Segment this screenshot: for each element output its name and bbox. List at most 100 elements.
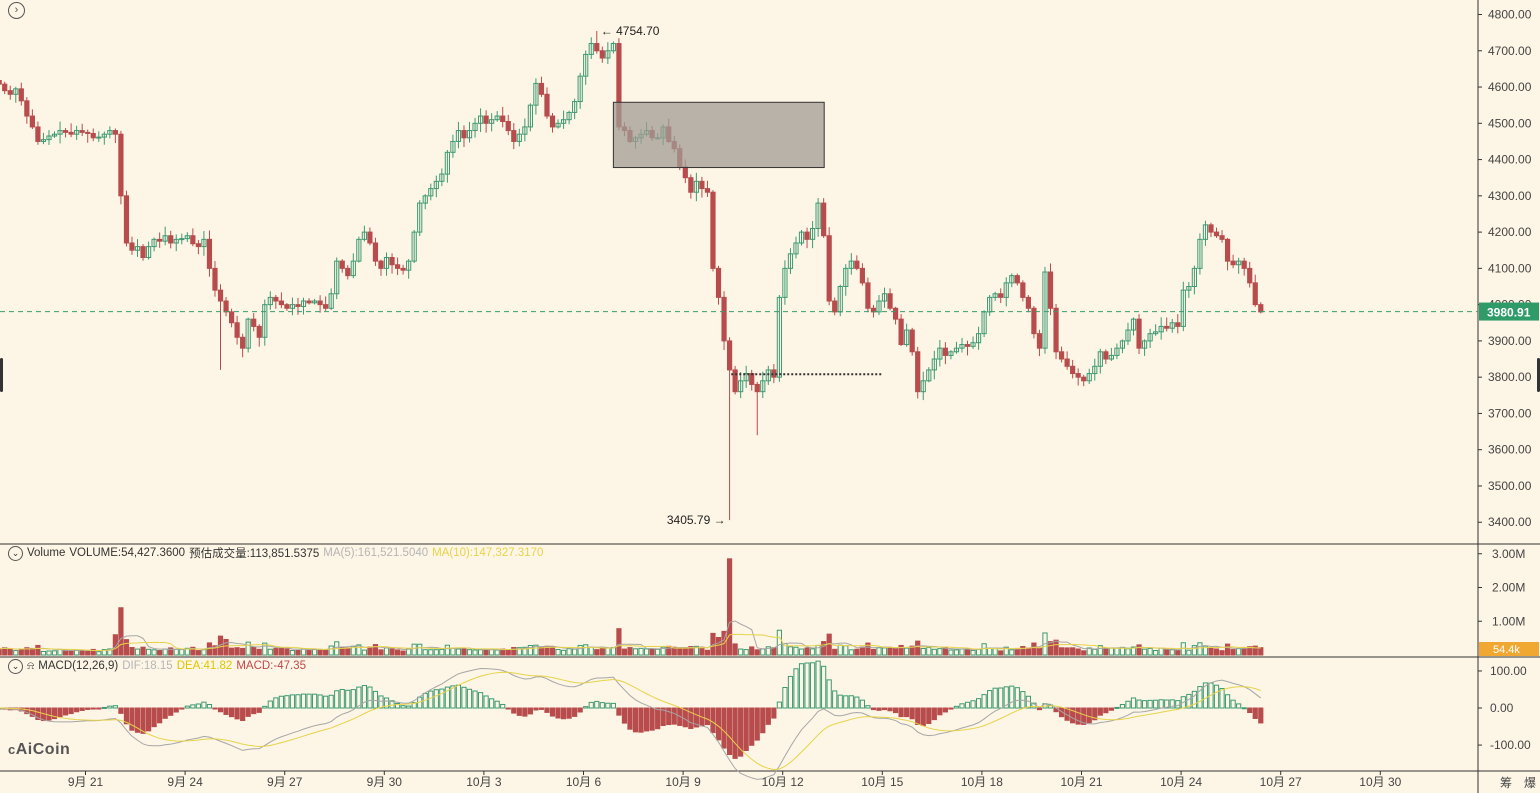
macd-bar-negative <box>151 707 157 728</box>
macd-bar-negative <box>62 707 69 716</box>
macd-bar-negative <box>522 707 528 717</box>
candle-up <box>477 115 484 124</box>
candle-down <box>306 300 312 304</box>
macd-bar-negative <box>134 707 141 733</box>
candle-down <box>1175 322 1181 327</box>
macd-bar-negative <box>123 707 130 725</box>
macd-bar-negative <box>217 707 224 713</box>
candle-up <box>787 253 794 269</box>
volume-bar <box>588 646 594 656</box>
candle-down <box>998 293 1004 298</box>
candle-down <box>223 300 229 313</box>
candle-down <box>887 293 893 309</box>
candle-down <box>1247 267 1253 284</box>
volume-bar <box>223 638 229 656</box>
candle-down <box>123 195 130 244</box>
liquidation-button[interactable]: 爆 <box>1524 776 1537 790</box>
macd-bar-negative <box>1252 707 1258 719</box>
macd-bar-positive <box>295 694 301 709</box>
volume-bar <box>638 647 644 656</box>
volume-bar <box>555 648 561 656</box>
candle-up <box>953 347 960 353</box>
candle-down <box>594 43 600 52</box>
macd-bar-negative <box>682 707 688 728</box>
macd-bar-negative <box>24 707 30 715</box>
candle-down <box>1164 325 1170 329</box>
volume-bar <box>85 650 91 656</box>
candle-up <box>605 50 611 59</box>
candle-up <box>566 111 572 121</box>
candle-up <box>74 130 80 135</box>
right-drag-handle[interactable] <box>1537 358 1540 392</box>
volume-bar <box>378 649 384 656</box>
candle-up <box>760 380 766 393</box>
volume-tick-label: 3.00M <box>1492 547 1525 561</box>
volume-bar <box>234 647 240 656</box>
macd-bar-positive <box>1147 699 1153 709</box>
volume-bar <box>516 647 522 656</box>
macd-bar-positive <box>345 689 351 709</box>
candle-up <box>931 358 937 371</box>
macd-bar-positive <box>970 700 976 709</box>
time-tick-label: 10月 24 <box>1160 775 1202 789</box>
candle-up <box>1147 333 1153 342</box>
logo-text: AiCoin <box>15 741 71 758</box>
chip-distribution-button[interactable]: 筹 <box>1500 776 1513 790</box>
macd-bar-negative <box>96 707 102 710</box>
macd-bar-positive <box>267 700 273 709</box>
candle-up <box>926 369 932 382</box>
macd-bar-negative <box>948 707 954 710</box>
candle-down <box>206 238 213 269</box>
macd-bar-positive <box>1202 682 1209 709</box>
macd-bar-negative <box>118 707 124 714</box>
macd-bar-positive <box>461 686 467 709</box>
candle-down <box>854 260 860 269</box>
macd-bar-negative <box>920 707 926 727</box>
macd-bar-negative <box>655 707 661 730</box>
candle-up <box>245 318 251 349</box>
volume-bar <box>549 646 556 656</box>
volume-bar <box>107 648 113 656</box>
collapse-toggle-icon[interactable]: › <box>8 2 25 19</box>
volume-bar <box>345 647 351 656</box>
volume-bar <box>749 646 755 656</box>
volume-bar <box>273 648 279 656</box>
candle-down <box>85 131 91 134</box>
candle-down <box>1219 235 1225 240</box>
candle-up <box>1197 238 1203 269</box>
candle-up <box>577 75 583 103</box>
macd-bar-positive <box>809 662 816 709</box>
volume-bar <box>859 646 865 656</box>
time-tick-label: 10月 12 <box>762 775 804 789</box>
candle-down <box>1058 351 1065 360</box>
volume-bar <box>1086 647 1092 656</box>
macd-bar-positive <box>206 704 213 709</box>
volume-bar <box>898 644 904 656</box>
volume-bar <box>1213 648 1220 656</box>
candle-down <box>721 296 727 342</box>
volume-bar <box>804 647 810 656</box>
volume-collapse-icon[interactable]: ⌄ <box>8 545 23 561</box>
candle-up <box>466 130 473 139</box>
macd-bar-positive <box>1191 690 1197 709</box>
candle-up <box>765 369 771 382</box>
candle-up <box>40 139 47 142</box>
volume-bar <box>394 649 401 656</box>
volume-bar <box>1108 647 1114 656</box>
macd-bar-negative <box>577 707 583 713</box>
left-drag-handle[interactable] <box>0 358 3 392</box>
macd-bar-negative <box>892 707 899 714</box>
candle-down <box>483 115 489 124</box>
volume-last-label: 54.4k <box>1493 644 1520 656</box>
alarm-icon[interactable]: ⍾ <box>27 659 35 672</box>
volume-bar <box>1058 647 1065 656</box>
macd-bar-positive <box>1169 699 1175 709</box>
macd-bar-negative <box>74 707 80 713</box>
volume-bar <box>455 648 462 656</box>
volume-bar <box>953 649 960 656</box>
macd-bar-positive <box>328 694 334 709</box>
macd-bar-negative <box>228 707 235 718</box>
volume-bar <box>411 643 417 656</box>
macd-collapse-icon[interactable]: ⌄ <box>8 658 23 674</box>
